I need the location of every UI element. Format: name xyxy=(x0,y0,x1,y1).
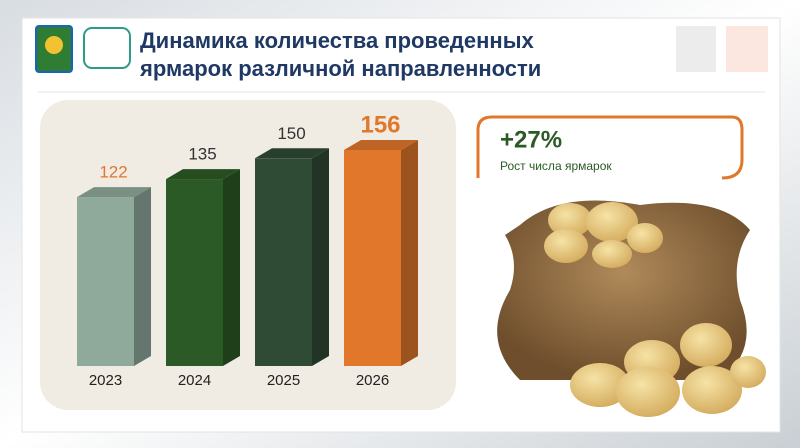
bar-front xyxy=(166,179,223,366)
bar-side xyxy=(401,140,418,366)
annotation-box xyxy=(476,115,744,180)
bar xyxy=(77,187,151,366)
bar xyxy=(166,169,240,366)
chart: 122 2023 135 2024 150 2025 156 2026 xyxy=(77,111,418,389)
value-label: 156 xyxy=(360,111,400,138)
x-tick-label: 2025 xyxy=(267,372,300,389)
bar-top xyxy=(344,140,418,150)
bar-top xyxy=(255,148,329,159)
title-line: Динамика количества проведенных ярмарок р… xyxy=(139,28,541,81)
value-label: 135 xyxy=(188,145,216,164)
bar-front xyxy=(255,158,312,366)
value-label: 150 xyxy=(277,124,305,143)
x-tick-label: 2026 xyxy=(356,372,389,389)
bar-side xyxy=(223,169,240,366)
x-tick-label: 2023 xyxy=(89,372,122,389)
logos xyxy=(35,25,768,73)
annotation-text: Рост числа ярмарок xyxy=(500,159,612,173)
annotation-value: +27% xyxy=(500,126,562,153)
x-tick-label: 2024 xyxy=(178,372,211,389)
bar-front xyxy=(344,150,401,366)
bar-side xyxy=(134,187,151,366)
bar-top xyxy=(166,169,240,180)
bar-side xyxy=(312,148,329,366)
bar-top xyxy=(77,187,151,198)
bar xyxy=(344,140,418,366)
bar xyxy=(255,148,329,366)
bar-front xyxy=(77,197,134,366)
potato-sack xyxy=(497,200,766,417)
value-label: 122 xyxy=(99,163,127,182)
